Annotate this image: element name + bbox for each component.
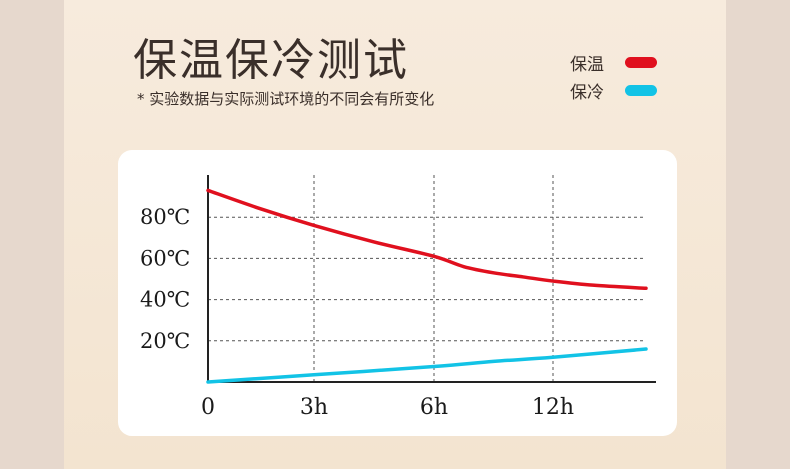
line-chart: 20℃ 40℃ 60℃ 80℃ 0 3h 6h 12h <box>140 175 656 420</box>
y-tick-label: 60℃ <box>140 246 190 270</box>
legend-swatch <box>625 56 657 68</box>
series-line-keep-warm <box>206 188 648 291</box>
page-subtitle: * 实验数据与实际测试环境的不同会有所变化 <box>137 90 435 108</box>
x-tick-label: 0 <box>201 395 215 420</box>
legend-label: 保冷 <box>570 82 604 103</box>
legend-item-keep-cold: 保冷 <box>570 76 657 104</box>
x-tick-label: 6h <box>420 395 448 420</box>
chart-card: 20℃ 40℃ 60℃ 80℃ 0 3h 6h 12h <box>118 150 677 436</box>
y-tick-label: 40℃ <box>140 288 190 312</box>
legend-label: 保温 <box>570 54 604 75</box>
x-tick-label: 12h <box>532 395 574 420</box>
x-tick-label: 3h <box>300 395 328 420</box>
y-tick-label: 80℃ <box>140 205 190 229</box>
legend-swatch <box>625 84 657 96</box>
legend-item-keep-warm: 保温 <box>570 48 657 76</box>
legend: 保温 保冷 <box>570 48 657 104</box>
page-title: 保温保冷测试 <box>133 35 409 86</box>
series-line-keep-cold <box>206 347 648 384</box>
y-tick-label: 20℃ <box>140 329 190 353</box>
